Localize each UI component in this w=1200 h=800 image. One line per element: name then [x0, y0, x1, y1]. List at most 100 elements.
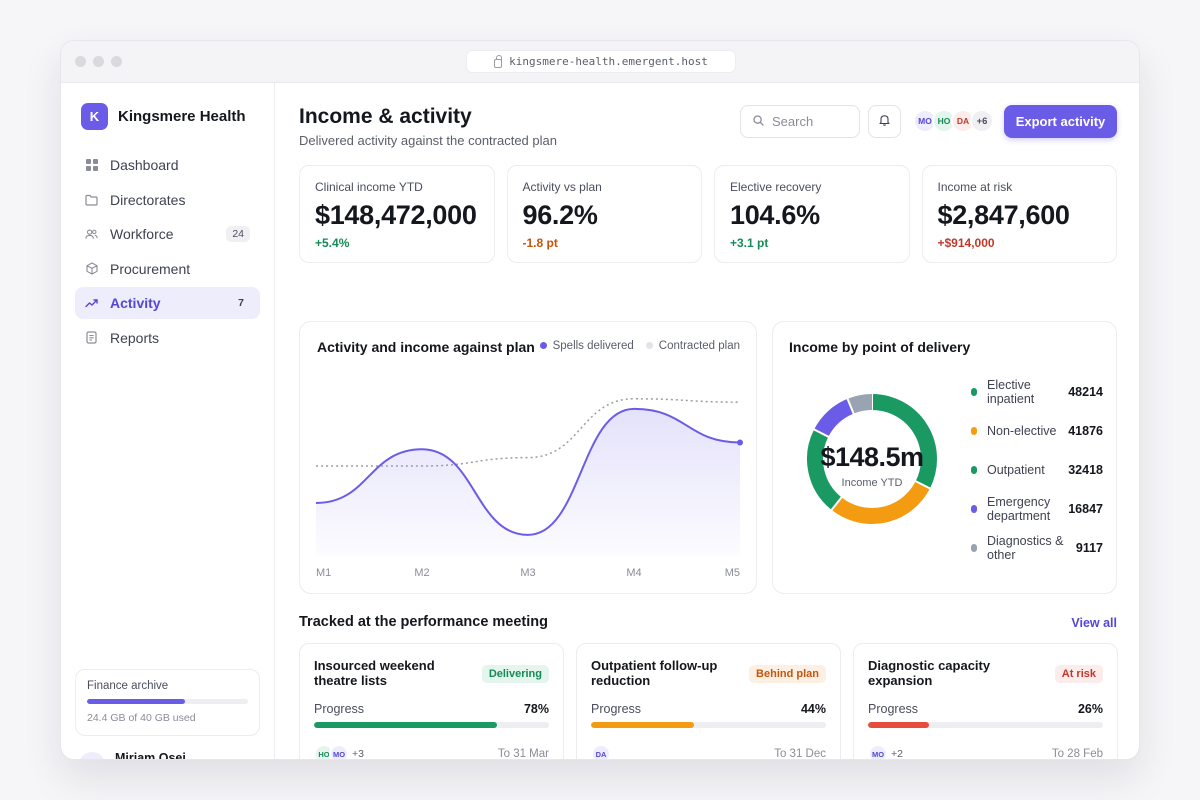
avatar: DA — [591, 744, 611, 759]
sidebar-item-dashboard[interactable]: Dashboard — [75, 149, 260, 181]
grid-icon — [85, 159, 98, 172]
status-badge: Delivering — [481, 665, 549, 683]
series-end-point[interactable] — [737, 439, 743, 446]
legend-label: Spells delivered — [552, 340, 634, 352]
storage-progress-fill — [87, 699, 186, 704]
url-text: kingsmere-health.emergent.host — [509, 55, 708, 68]
tracked-card[interactable]: Insourced weekend theatre lists Deliverin… — [299, 643, 564, 760]
chart-legend: Spells delivered Contracted plan — [539, 340, 740, 352]
progress-row: Progress 44% — [591, 702, 826, 716]
donut-slice-2[interactable] — [807, 429, 842, 510]
count-badge: 7 — [238, 297, 244, 310]
avatar: MO — [79, 752, 105, 759]
kpi-card: Activity vs plan 96.2% -1.8 pt — [506, 165, 702, 263]
x-tick-label: M4 — [626, 567, 641, 579]
user-profile[interactable]: MO Miriam Osei Deputy Director of Financ… — [79, 751, 246, 759]
browser-window: kingsmere-health.emergent.host K Kingsme… — [60, 40, 1140, 760]
donut-chart-plot — [807, 393, 937, 524]
donut-slice-1[interactable] — [831, 480, 930, 524]
tracked-card-title: Diagnostic capacity expansion — [868, 658, 991, 688]
search-input[interactable]: Search — [740, 105, 860, 138]
legend-label: Non-elective — [987, 423, 1057, 438]
legend-value: 41876 — [1068, 423, 1103, 438]
sidebar-item-label: Dashboard — [110, 157, 179, 173]
owner-avatars: MO +2 — [868, 744, 903, 760]
progress-row: Progress 26% — [868, 702, 1103, 716]
export-activity-button[interactable]: Export activity — [1004, 105, 1117, 138]
progress-value: 78% — [523, 702, 549, 716]
tracked-card[interactable]: Diagnostic capacity expansion At risk Prog… — [853, 643, 1118, 760]
owner-avatars: DA — [591, 744, 611, 759]
brand-logo: K — [81, 103, 108, 130]
donut-center: $148.5m Income YTD — [773, 442, 971, 489]
kpi-label: Elective recovery — [730, 180, 822, 194]
kpi-card: Elective recovery 104.6% +3.1 pt — [714, 165, 910, 263]
sidebar-item-label: Reports — [110, 329, 160, 346]
section-title: Tracked at the performance meeting — [299, 614, 548, 630]
tracked-card-footer: HO MO +3 To 31 Mar — [314, 744, 549, 760]
kpi-label: Income at risk — [937, 180, 1013, 194]
legend-item[interactable]: Diagnostics & other 9117 — [971, 528, 1103, 567]
legend-value: 9117 — [1075, 540, 1103, 555]
tracked-card[interactable]: Outpatient follow-up reduction Behind pla… — [576, 643, 841, 760]
tracked-card-footer: DA To 31 Dec — [591, 744, 826, 760]
donut-slice-4[interactable] — [847, 394, 873, 414]
avatar-more-count: +2 — [891, 748, 903, 760]
sidebar-item-procurement[interactable]: Procurement — [75, 253, 260, 285]
legend-item[interactable]: Non-elective 41876 — [971, 411, 1103, 450]
kpi-value: 104.6% — [730, 200, 820, 230]
maximize-window-dot[interactable] — [111, 56, 122, 67]
legend-item[interactable]: Elective inpatient 48214 — [971, 372, 1103, 411]
kpi-card: Clinical income YTD $148,472,000 +5.4% — [299, 165, 495, 263]
series-line-plan — [316, 398, 741, 467]
minimize-window-dot[interactable] — [93, 56, 104, 67]
sidebar-item-label: Workforce — [110, 226, 174, 243]
storage-card: Finance archive 24.4 GB of 40 GB used — [75, 669, 260, 736]
sidebar-item-reports[interactable]: Reports — [75, 322, 260, 354]
notifications-button[interactable] — [868, 105, 901, 138]
view-all-link[interactable]: View all — [1071, 616, 1117, 630]
kpi-delta: +$914,000 — [937, 236, 995, 250]
sidebar-item-directorates[interactable]: Directorates — [75, 184, 260, 216]
x-tick-label: M5 — [725, 567, 740, 579]
avatar: MO — [868, 744, 888, 759]
avatar-more-count: +6 — [970, 109, 994, 133]
due-date: To 31 Mar — [497, 748, 549, 760]
kpi-delta: +3.1 pt — [730, 236, 769, 250]
legend-item[interactable]: Outpatient 32418 — [971, 450, 1103, 489]
search-placeholder: Search — [772, 114, 814, 129]
count-badge: 24 — [226, 226, 250, 243]
donut-slice-0[interactable] — [871, 394, 937, 489]
progress-value: 26% — [1077, 702, 1103, 716]
donut-separator — [812, 428, 830, 439]
progress-bar-fill — [314, 722, 498, 728]
chart-title: Income by point of delivery — [789, 339, 971, 355]
avatar: MO — [329, 744, 349, 759]
legend-item-delivered[interactable]: Spells delivered — [539, 340, 634, 352]
sidebar-item-label: Procurement — [110, 260, 191, 277]
address-bar[interactable]: kingsmere-health.emergent.host — [466, 50, 736, 73]
legend-label: Emergency department — [987, 494, 1051, 523]
close-window-dot[interactable] — [75, 56, 86, 67]
kpi-label: Clinical income YTD — [315, 180, 423, 194]
legend-item-plan[interactable]: Contracted plan — [645, 340, 740, 352]
kpi-value: 96.2% — [522, 200, 598, 230]
x-tick-label: M2 — [414, 567, 429, 579]
collaborator-avatars[interactable]: MO HO DA +6 — [913, 109, 994, 133]
donut-center-label: Income YTD — [841, 477, 903, 489]
users-icon — [85, 228, 98, 241]
sidebar-item-workforce[interactable]: Workforce 24 — [75, 218, 260, 250]
trend-icon — [85, 297, 98, 310]
donut-center-value: $148.5m — [820, 442, 924, 472]
sidebar-item-activity[interactable]: Activity 7 — [75, 287, 260, 320]
legend-label: Diagnostics & other — [987, 533, 1064, 562]
legend-item[interactable]: Emergency department 16847 — [971, 489, 1103, 528]
legend-value: 32418 — [1068, 462, 1103, 477]
donut-separator — [914, 479, 932, 490]
due-date: To 31 Dec — [774, 748, 826, 760]
brand[interactable]: K Kingsmere Health — [81, 103, 246, 130]
document-icon — [85, 331, 98, 345]
chart-title: Activity and income against plan — [317, 339, 535, 355]
kpi-delta: +5.4% — [315, 236, 350, 250]
donut-slice-3[interactable] — [814, 398, 854, 438]
